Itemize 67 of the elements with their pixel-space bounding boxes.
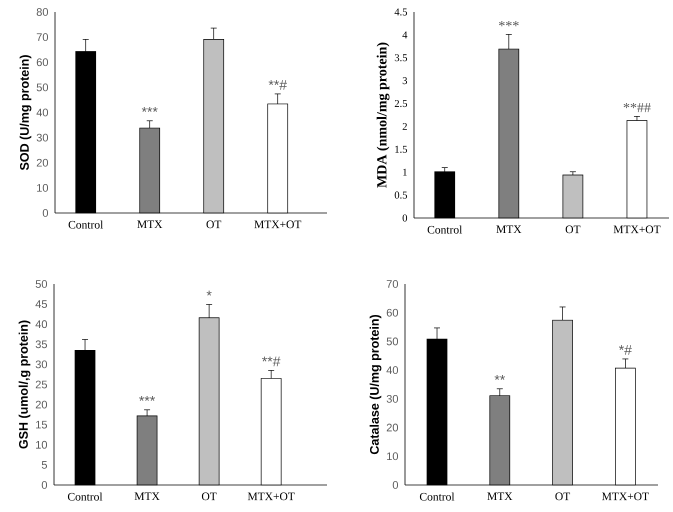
x-tick-label: MTX+OT [248, 492, 295, 500]
x-tick-label: MTX+OT [614, 226, 660, 234]
x-tick-label: OT [566, 226, 580, 234]
y-axis-title: GSH (umol/,g protein) [18, 320, 30, 449]
y-tick-label: 0 [42, 209, 48, 217]
y-tick-label: 3 [402, 77, 408, 84]
y-tick-label: 2.5 [394, 100, 408, 108]
y-tick-label: 3.5 [394, 54, 408, 62]
y-tick-label: 45 [35, 300, 47, 308]
y-tick-label: 40 [35, 320, 48, 328]
x-tick-label: MTX+OT [602, 492, 649, 500]
y-tick-label: 50 [386, 338, 398, 346]
y-tick-label: 50 [36, 280, 48, 288]
x-tick-label: Control [68, 220, 104, 229]
y-tick-label: 35 [36, 340, 47, 348]
y-tick-label: 40 [386, 366, 398, 374]
x-tick-label: MTX [134, 492, 160, 500]
y-tick-label: 0 [402, 214, 408, 222]
y-axis-title: MDA (nmol/mg protein) [376, 42, 390, 188]
x-tick-label: Control [420, 492, 454, 501]
y-tick-label: 0 [42, 481, 48, 489]
x-tick-label: MTX [137, 220, 162, 228]
y-tick-label: 0 [392, 481, 398, 489]
annotation: *** [142, 106, 158, 112]
y-tick-label: 20 [36, 158, 48, 167]
y-tick-label: 50 [36, 83, 48, 92]
annotation: **# [262, 356, 280, 366]
y-tick-label: 1.5 [395, 146, 408, 153]
y-tick-label: 60 [36, 58, 48, 66]
y-tick-label: 25 [36, 380, 47, 388]
y-tick-label: 30 [36, 134, 48, 142]
y-axis-title: Catalase (U/mg protein) [370, 314, 382, 454]
y-tick-label: 4.5 [394, 8, 408, 16]
annotation: *** [139, 396, 156, 401]
annotation: ** [494, 374, 506, 380]
y-tick-label: 30 [386, 394, 398, 403]
x-tick-label: MTX [496, 226, 522, 234]
y-tick-label: 5 [42, 461, 48, 469]
annotation: **## [624, 102, 651, 112]
y-tick-label: 40 [36, 108, 48, 116]
y-tick-label: 70 [386, 280, 398, 288]
annotation: * [206, 290, 212, 296]
annotation: **# [268, 80, 287, 90]
y-tick-label: 80 [36, 8, 48, 16]
y-axis-title: SOD (U/mg protein) [20, 55, 32, 170]
y-tick-label: 20 [386, 424, 398, 432]
y-tick-label: 15 [36, 420, 47, 429]
y-tick-label: 60 [386, 308, 398, 317]
x-tick-label: Control [428, 226, 462, 234]
x-tick-label: MTX [487, 492, 512, 500]
y-tick-label: 2 [402, 122, 407, 130]
y-tick-label: 30 [36, 360, 48, 368]
y-tick-label: 10 [36, 440, 48, 449]
y-tick-label: 4 [402, 31, 408, 38]
x-tick-label: MTX+OT [254, 220, 302, 228]
y-tick-label: 1 [403, 168, 407, 176]
x-tick-label: OT [206, 220, 222, 228]
annotation: *# [618, 345, 632, 355]
x-tick-label: OT [555, 492, 570, 500]
y-tick-label: 70 [36, 33, 48, 42]
x-tick-label: Control [68, 492, 102, 501]
y-tick-label: 10 [387, 452, 398, 460]
y-tick-label: 0.5 [394, 192, 408, 199]
annotation: *** [499, 21, 519, 26]
y-tick-label: 10 [37, 184, 48, 192]
y-tick-label: 20 [36, 400, 48, 408]
x-tick-label: OT [202, 492, 217, 500]
